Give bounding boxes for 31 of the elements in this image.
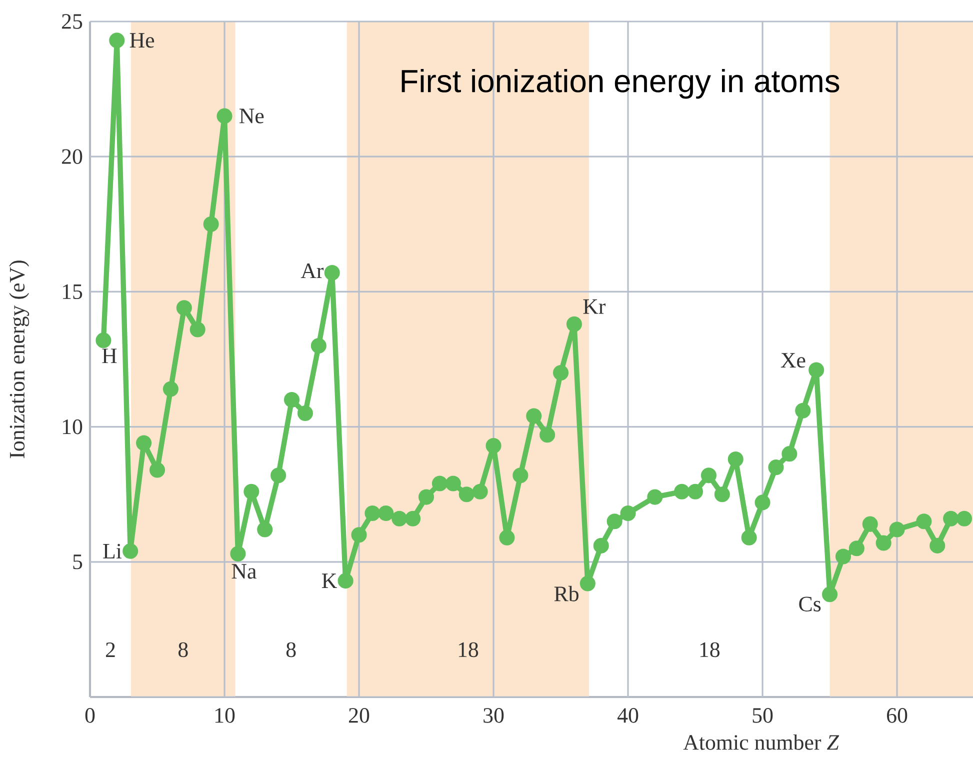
annotation: 18 (700, 642, 720, 658)
x-tick-label: 50 (752, 708, 773, 723)
annotation: 2 (106, 642, 115, 657)
y-tick-label: 10 (62, 419, 82, 434)
annotation: 18 (458, 642, 478, 658)
x-axis-title: Atomic number Z (683, 734, 840, 750)
annotation: He (130, 33, 154, 48)
annotation: 8 (286, 642, 296, 658)
x-tick-label: 40 (617, 708, 638, 723)
annotation: H (102, 348, 117, 364)
annotation: Ar (300, 264, 324, 278)
annotation: Li (103, 544, 122, 558)
y-tick-label: 5 (73, 554, 82, 570)
annotation: Na (232, 564, 256, 579)
x-tick-label: 10 (215, 708, 235, 723)
x-tick-label: 0 (85, 708, 95, 723)
annotation: 8 (178, 642, 188, 658)
annotation: Kr (583, 299, 606, 314)
y-tick-label: 25 (62, 14, 82, 29)
y-tick-label: 15 (62, 284, 82, 300)
x-tick-label: 20 (349, 708, 370, 723)
x-tick-label: 30 (484, 708, 504, 723)
text: First ionization energy in atoms (402, 68, 840, 99)
x-tick-label: 60 (887, 708, 908, 723)
annotation: K (322, 574, 337, 588)
annotation: Rb (554, 586, 578, 602)
y-tick-label: 20 (62, 149, 82, 164)
annotation: Cs (799, 596, 821, 612)
y-axis-title: Ionization energy (eV) (9, 260, 30, 458)
annotation: Ne (239, 108, 264, 124)
annotation: Xe (780, 353, 806, 368)
